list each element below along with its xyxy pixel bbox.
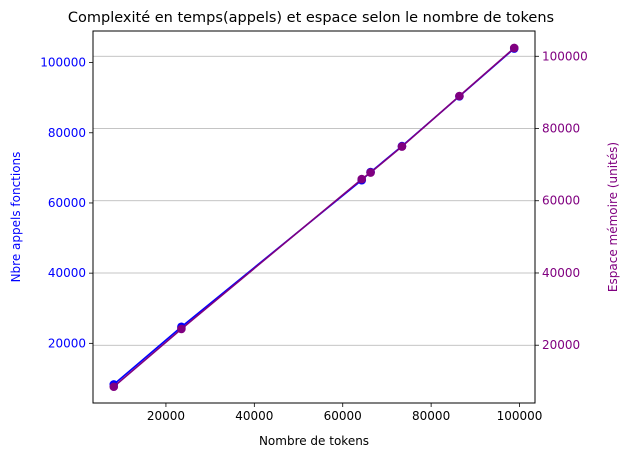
x-tick-label-3: 80000 [412,409,450,423]
y-right-tick-label-0: 20000 [542,338,580,352]
y-left-tick-label-2: 60000 [48,196,86,210]
chart-title: Complexité en temps(appels) et espace se… [68,10,554,26]
y-axis-right-label: Espace mémoire (unités) [606,142,620,292]
y-right-tick-label-3: 80000 [542,122,580,136]
y-right-tick-label-2: 60000 [542,194,580,208]
series-right-point-0 [109,382,119,392]
plot-frame [92,30,536,404]
x-tick-label-2: 60000 [324,409,362,423]
series-right-point-6 [509,43,519,53]
x-axis-label: Nombre de tokens [259,434,369,448]
y-axis-right: 20000 40000 60000 80000 100000 [535,49,588,352]
y-left-tick-label-0: 20000 [48,336,86,350]
y-axis-left: 20000 40000 60000 80000 100000 [40,56,93,350]
x-axis: 20000 40000 60000 80000 100000 [147,403,543,423]
series-right-point-4 [397,142,407,151]
y-right-tick-label-4: 100000 [542,49,588,63]
y-right-tick-label-1: 40000 [542,266,580,280]
grid-lines [93,55,535,346]
x-tick-label-1: 40000 [235,409,273,423]
y-left-tick-label-4: 100000 [40,56,86,70]
y-left-tick-label-1: 40000 [48,266,86,280]
y-axis-left-label: Nbre appels fonctions [9,152,23,283]
series-left-line [113,47,515,386]
series-right-point-3 [366,168,375,177]
x-tick-label-4: 100000 [497,409,543,423]
plot-series [109,43,519,392]
series-right-line [113,47,515,388]
y-left-tick-label-3: 80000 [48,126,86,140]
series-right-point-2 [357,174,367,184]
series-right-point-5 [455,91,464,101]
series-right-point-1 [177,324,186,334]
x-tick-label-0: 20000 [147,409,185,423]
